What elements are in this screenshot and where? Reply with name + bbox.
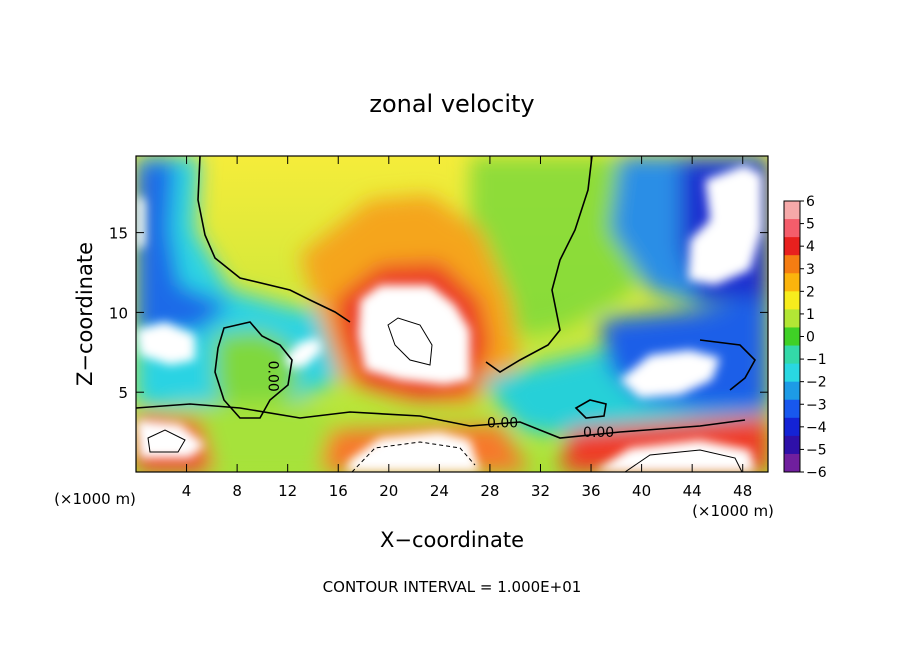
x-tick-label: 48 [733, 482, 752, 500]
colorbar-label: 0 [806, 330, 815, 346]
x-tick-label: 44 [683, 482, 702, 500]
colorbar-label: 2 [806, 284, 815, 300]
saturated-core-center [358, 285, 470, 385]
inner-contour-center [387, 317, 433, 366]
x-tick-label: 32 [531, 482, 550, 500]
colorbar-swatch [784, 363, 800, 383]
x-axis: 4 8 12 16 20 24 28 32 36 40 44 48 [182, 156, 752, 500]
contour-labels: 0.00 0.00 0.00 [265, 361, 614, 441]
colorbar-swatch [784, 453, 800, 473]
colorbar-swatch [784, 255, 800, 274]
saturated-bottom-center [345, 432, 480, 472]
saturated-upper-left-edge [136, 195, 145, 250]
zero-contour-lower-right-lobe [699, 339, 756, 391]
colorbar-label: −5 [806, 442, 827, 458]
contour-interval-note: CONTOUR INTERVAL = 1.000E+01 [323, 578, 582, 596]
inner-contour-bottom-right [624, 449, 743, 472]
plot-frame [135, 155, 769, 473]
colorbar-swatch [784, 219, 800, 238]
strong-negative-left [136, 160, 230, 335]
colorbar-swatch [784, 381, 800, 401]
x-tick-label: 8 [232, 482, 242, 500]
x-axis-label: X−coordinate [380, 528, 524, 552]
zero-contour-bubble [574, 399, 607, 419]
colorbar-label: −6 [806, 465, 827, 481]
contour-label: 0.00 [265, 361, 281, 392]
colorbar: 6 5 4 3 2 1 0 −1 −2 −3 −4 −5 −6 [783, 194, 827, 481]
colorbar-label: 6 [806, 194, 815, 210]
contour-label: 0.00 [583, 425, 614, 441]
inner-contour-bottom-center [351, 441, 476, 472]
zero-contour-lower-left [136, 403, 746, 439]
zero-contour-green-lobe [214, 321, 293, 419]
x-tick-label: 4 [182, 482, 192, 500]
x-tick-label: 16 [329, 482, 348, 500]
y-axis: 5 10 15 [109, 225, 768, 402]
colorbar-swatch [784, 399, 800, 419]
colorbar-swatch [784, 201, 800, 220]
positive-lobe-left [215, 330, 300, 420]
saturated-left-mid [136, 322, 195, 365]
colorbar-label: −3 [806, 397, 827, 413]
colorbar-swatch [784, 273, 800, 292]
colorbar-swatch [784, 417, 800, 437]
colorbar-swatch [784, 435, 800, 455]
velocity-field [136, 156, 768, 472]
x-tick-label: 28 [480, 482, 499, 500]
colorbar-swatch [784, 237, 800, 256]
x-unit-right: (×1000 m) [692, 502, 774, 520]
y-axis-label: Z−coordinate [73, 242, 97, 386]
saturated-bottom-right [595, 440, 755, 472]
x-tick-label: 20 [379, 482, 398, 500]
saturated-small-lobe [285, 338, 322, 368]
colorbar-label: 1 [806, 307, 815, 323]
chart-title: zonal velocity [369, 90, 534, 118]
contour-lines [136, 156, 756, 472]
x-tick-label: 12 [278, 482, 297, 500]
colorbar-label: −2 [806, 375, 827, 391]
colorbar-label: −4 [806, 420, 827, 436]
saturated-upper-right [688, 165, 762, 285]
x-unit-left: (×1000 m) [54, 490, 136, 508]
colorbar-label: 3 [806, 262, 815, 278]
zero-contour-right-branch [485, 156, 593, 373]
colorbar-label: 5 [806, 217, 815, 233]
y-tick-label: 5 [118, 384, 128, 402]
y-tick-label: 15 [109, 225, 128, 243]
colorbar-swatch [784, 291, 800, 310]
y-tick-label: 10 [109, 304, 128, 322]
colorbar-label: 4 [806, 239, 815, 255]
colorbar-swatch [784, 345, 800, 365]
contour-label: 0.00 [487, 415, 518, 431]
saturated-bottom-left [136, 420, 205, 458]
zero-contour-upper-left [197, 156, 351, 323]
colorbar-label: −1 [806, 352, 827, 368]
x-tick-label: 40 [632, 482, 651, 500]
x-tick-label: 24 [430, 482, 449, 500]
inner-contour-bottom-left [147, 429, 186, 453]
x-tick-label: 36 [581, 482, 600, 500]
colorbar-swatch [784, 309, 800, 328]
colorbar-swatch [784, 327, 800, 347]
saturated-lower-right [620, 350, 720, 398]
